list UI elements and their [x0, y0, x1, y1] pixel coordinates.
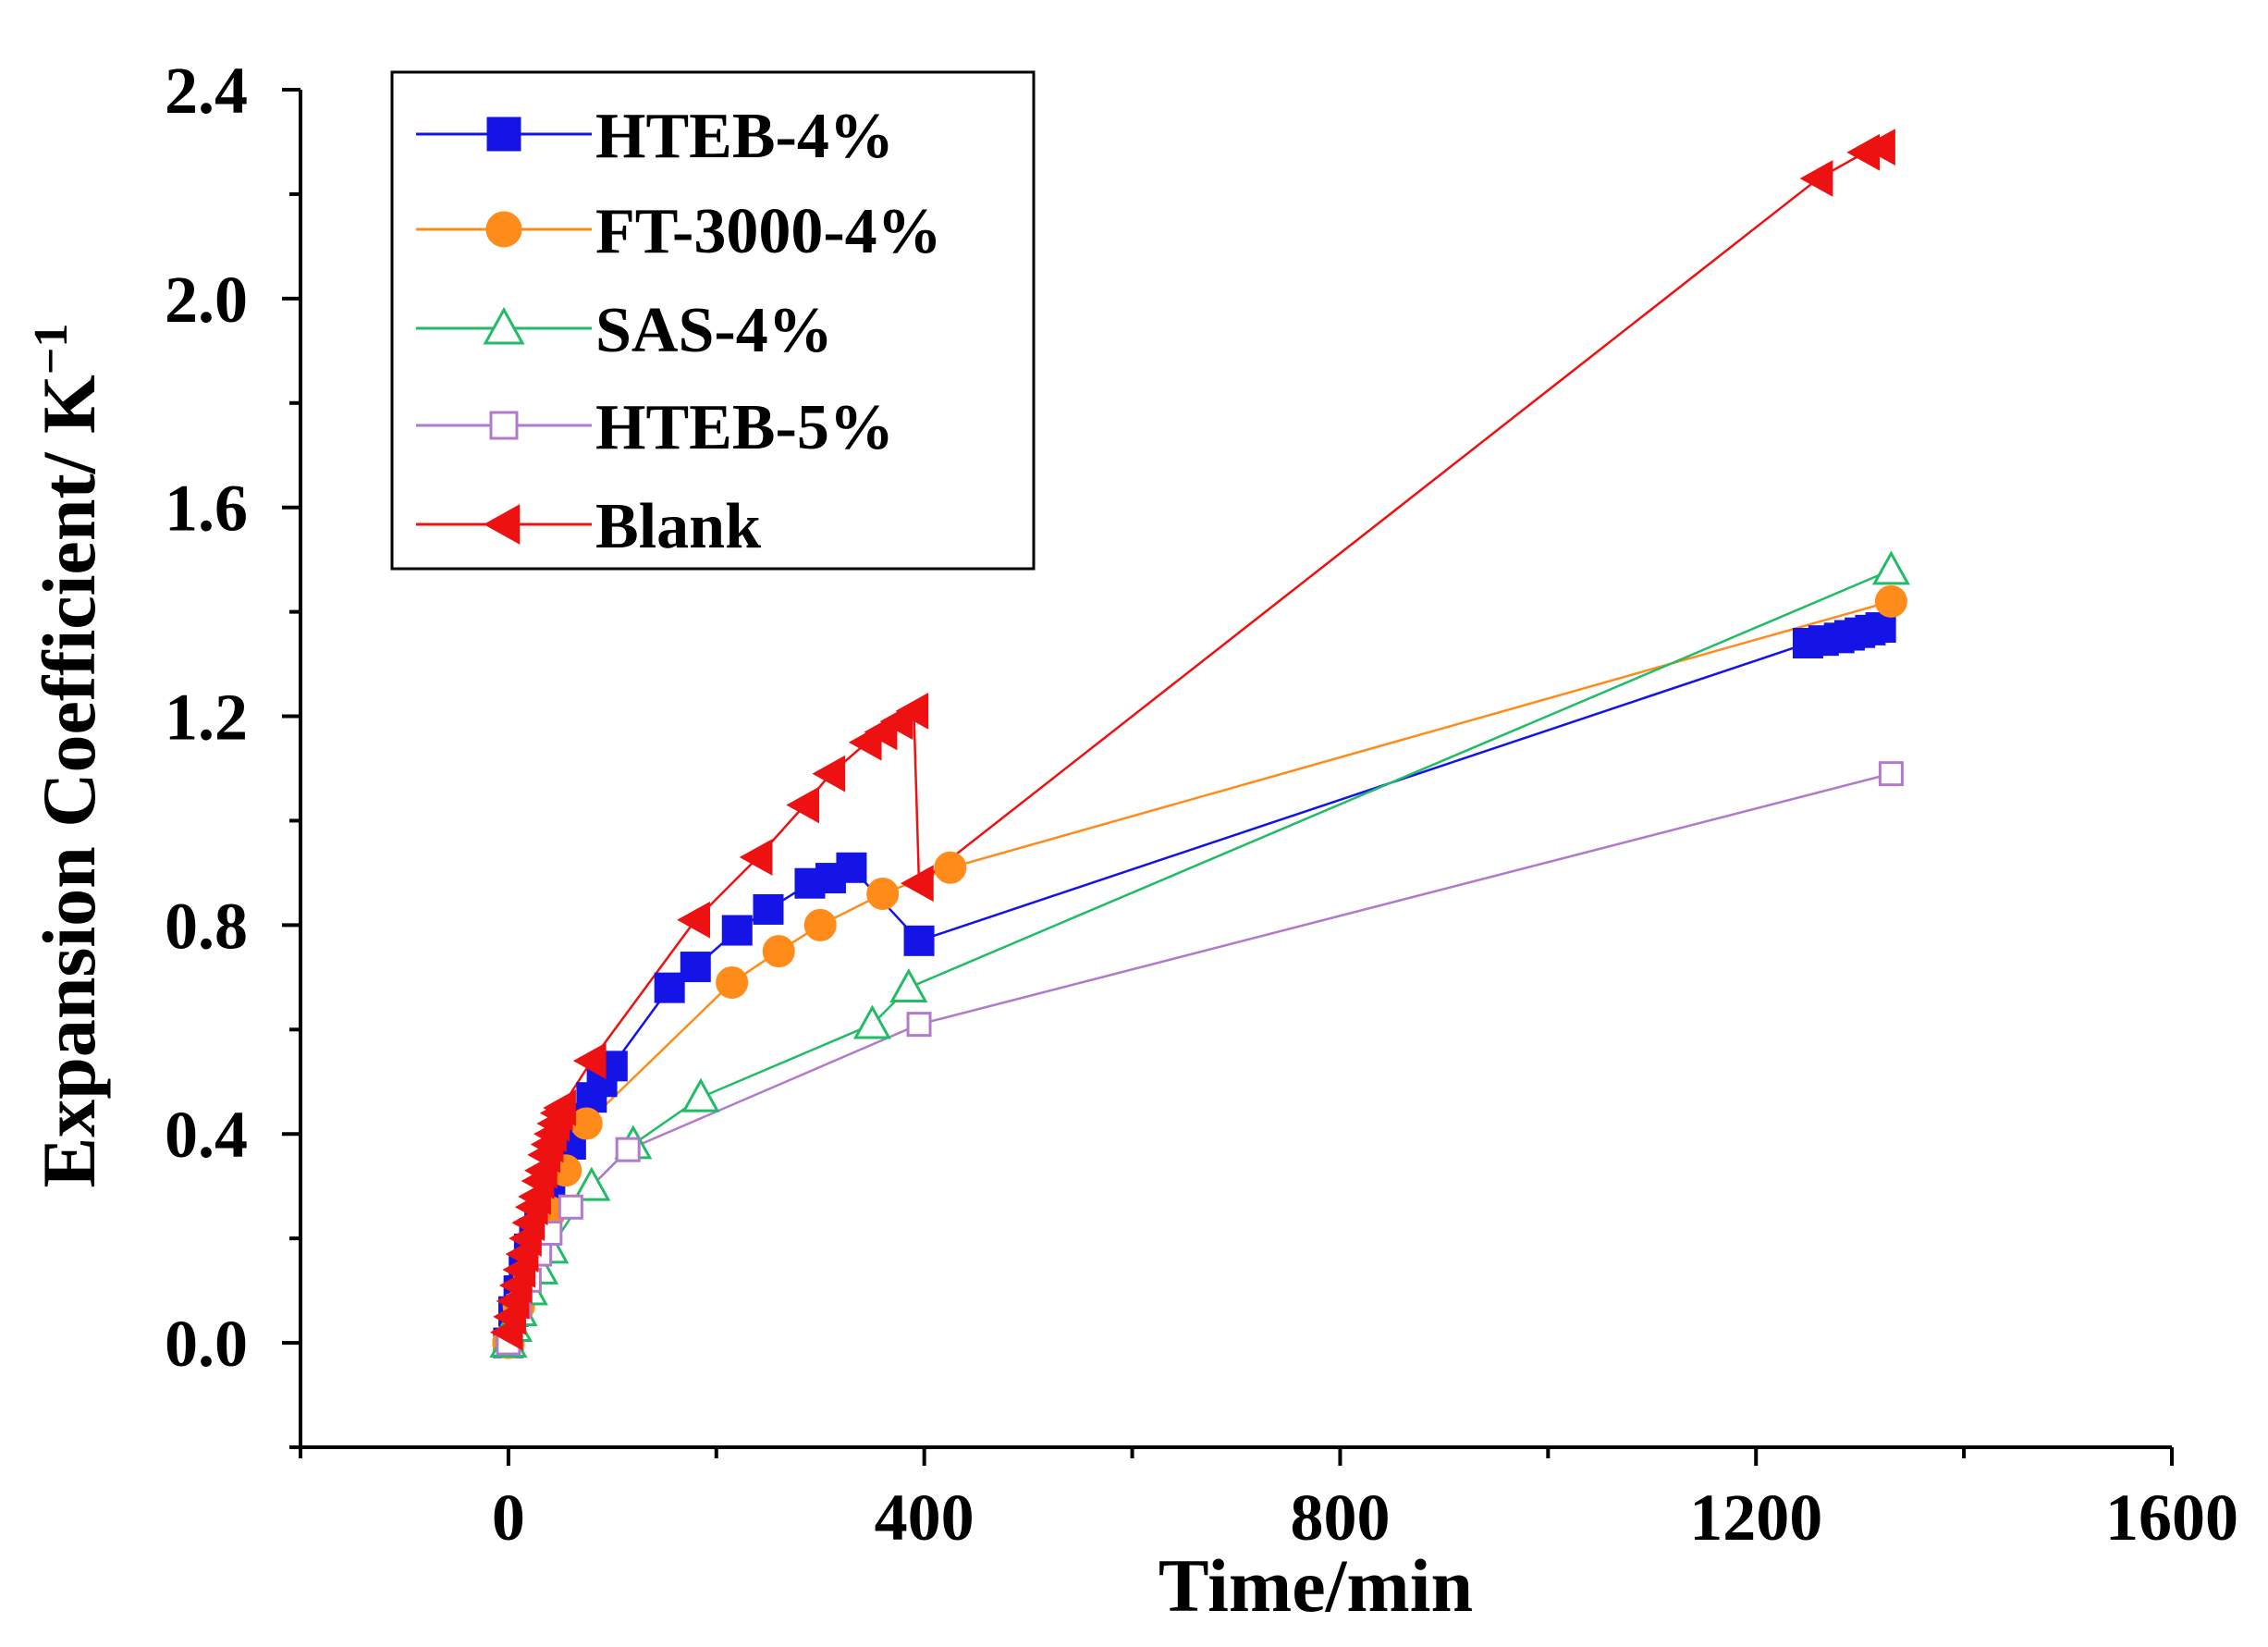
data-point-blank	[786, 786, 820, 824]
x-tick-label: 1600	[2105, 1481, 2238, 1555]
y-tick-label: 1.6	[165, 472, 248, 546]
legend-label-hteb-4: HTEB-4%	[595, 101, 894, 172]
legend: HTEB-4% FT-3000-4% SAS-4% HTEB-5% Blank	[390, 70, 1036, 571]
series-markers	[489, 129, 1910, 1359]
data-point-hteb-4	[654, 972, 685, 1003]
data-point-blank	[812, 755, 846, 793]
data-point-blank	[543, 1089, 576, 1126]
legend-marker-blank	[483, 504, 521, 545]
data-point-blank	[1862, 129, 1895, 166]
data-point-ft-3000-4	[934, 851, 967, 884]
data-point-sas-4	[572, 1166, 611, 1201]
legend-label-blank: Blank	[595, 491, 761, 562]
data-point-hteb-5	[1878, 761, 1904, 787]
legend-marker-sas-4	[483, 306, 525, 345]
y-axis-title: Expansion Coefficient/ K−1	[25, 324, 111, 1188]
y-tick-label: 0.4	[165, 1098, 248, 1172]
x-axis-title: Time/min	[1159, 1543, 1473, 1628]
legend-marker-hteb-5	[489, 411, 519, 440]
data-point-hteb-4	[680, 952, 711, 983]
data-point-ft-3000-4	[1874, 584, 1907, 618]
legend-label-sas-4: SAS-4%	[595, 295, 833, 366]
ticks: 0 400 800 1200 1600 0.0 0.4 0.8 1.2 1.6 2.0 2.4	[165, 54, 2238, 1555]
y-axis-title-main: Expansion Coefficient/ K	[27, 375, 111, 1187]
legend-label-ft-3000-4: FT-3000-4%	[595, 196, 942, 267]
data-point-hteb-4	[836, 852, 867, 883]
y-tick-label: 2.4	[165, 54, 248, 128]
legend-marker-ft-3000-4	[485, 211, 522, 248]
y-tick-label: 2.0	[165, 263, 248, 337]
y-axis-title-superscript: −1	[25, 324, 78, 375]
data-point-hteb-5	[906, 1012, 932, 1038]
data-point-hteb-5	[558, 1194, 583, 1220]
data-point-blank	[901, 865, 934, 903]
data-point-ft-3000-4	[866, 878, 900, 911]
x-tick-label: 0	[492, 1481, 525, 1555]
y-tick-label: 0.8	[165, 889, 248, 963]
axes	[299, 90, 2172, 1449]
data-point-blank	[677, 901, 710, 939]
data-point-hteb-4	[1865, 612, 1896, 644]
y-tick-label: 0.0	[165, 1307, 248, 1381]
data-point-blank	[1799, 160, 1833, 197]
x-tick-label: 400	[875, 1481, 975, 1555]
data-point-blank	[739, 839, 773, 876]
data-point-hteb-4	[721, 915, 753, 946]
legend-marker-hteb-4	[486, 117, 521, 152]
series-line-hteb-4	[507, 626, 1882, 1344]
x-tick-label: 1200	[1689, 1481, 1822, 1555]
data-point-blank	[572, 1042, 607, 1080]
series-line-ft-3000-4	[507, 600, 1892, 1344]
data-point-hteb-4	[903, 925, 935, 956]
series-line-hteb-5	[507, 772, 1892, 1344]
data-point-ft-3000-4	[762, 935, 795, 968]
legend-label-hteb-5: HTEB-5%	[595, 392, 894, 463]
data-point-hteb-4	[753, 893, 784, 925]
data-point-sas-4	[852, 1004, 891, 1039]
data-point-hteb-5	[615, 1137, 641, 1162]
data-point-sas-4	[1871, 550, 1910, 585]
data-point-ft-3000-4	[716, 965, 749, 999]
y-tick-label: 1.2	[165, 681, 248, 755]
data-point-blank	[895, 693, 929, 730]
data-point-sas-4	[681, 1077, 720, 1112]
data-point-ft-3000-4	[803, 908, 837, 941]
data-point-sas-4	[889, 968, 928, 1003]
x-tick-label: 800	[1290, 1481, 1390, 1555]
